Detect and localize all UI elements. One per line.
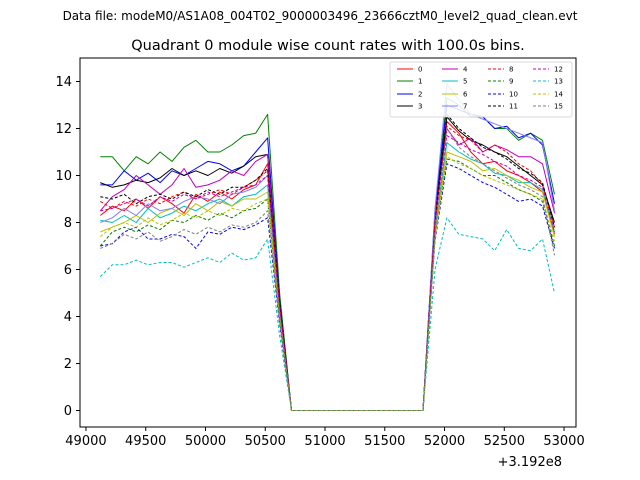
y-tick-label: 10 — [55, 169, 72, 184]
y-tick-label: 2 — [64, 357, 72, 372]
y-tick-label: 8 — [64, 216, 72, 231]
legend-label-1: 1 — [418, 78, 422, 86]
axes-frame — [79, 57, 577, 428]
y-tick-label: 0 — [64, 404, 72, 419]
legend-label-0: 0 — [418, 66, 422, 74]
x-tick-label: 50500 — [245, 434, 286, 449]
series-line-12 — [100, 135, 555, 411]
legend-label-6: 6 — [463, 91, 468, 99]
legend-label-7: 7 — [463, 103, 467, 111]
x-tick-label: 49000 — [65, 434, 106, 449]
x-tick-label: 52500 — [484, 434, 525, 449]
legend-label-4: 4 — [463, 66, 468, 74]
legend-label-2: 2 — [418, 91, 422, 99]
legend-label-11: 11 — [509, 103, 518, 111]
x-tick-label: 49500 — [125, 434, 166, 449]
legend-label-3: 3 — [418, 103, 422, 111]
legend-label-12: 12 — [554, 66, 563, 74]
legend-label-8: 8 — [509, 66, 513, 74]
legend-box — [389, 61, 573, 118]
y-axis: 0 2 4 6 8 10 12 14 — [55, 75, 80, 419]
x-offset-label: +3.192e8 — [498, 455, 562, 470]
y-tick-label: 12 — [55, 122, 72, 137]
series-group — [99, 83, 555, 411]
legend-label-14: 14 — [554, 91, 563, 99]
series-line-15 — [100, 128, 555, 411]
chart-header: Data file: modeM0/AS1A08_004T02_90000034… — [63, 9, 578, 23]
legend-label-15: 15 — [554, 103, 563, 111]
x-tick-label: 50000 — [185, 434, 226, 449]
legend-label-10: 10 — [509, 91, 518, 99]
y-tick-label: 14 — [55, 75, 72, 90]
plot-area: 49000 49500 50000 50500 51000 51500 52000 52500… — [55, 57, 585, 449]
x-tick-label: 51500 — [364, 434, 405, 449]
legend-label-5: 5 — [463, 78, 467, 86]
x-tick-label: 51000 — [304, 434, 345, 449]
y-tick-label: 4 — [64, 310, 72, 325]
series-line-14 — [99, 156, 555, 411]
x-axis: 49000 49500 50000 50500 51000 51500 52000 52500… — [65, 427, 585, 449]
x-tick-label: 52000 — [424, 434, 465, 449]
chart-title: Quadrant 0 module wise count rates with … — [131, 38, 525, 54]
legend-label-9: 9 — [509, 78, 513, 86]
legend-label-13: 13 — [554, 78, 563, 86]
x-tick-label: 53000 — [543, 434, 584, 449]
y-tick-label: 6 — [64, 263, 72, 278]
